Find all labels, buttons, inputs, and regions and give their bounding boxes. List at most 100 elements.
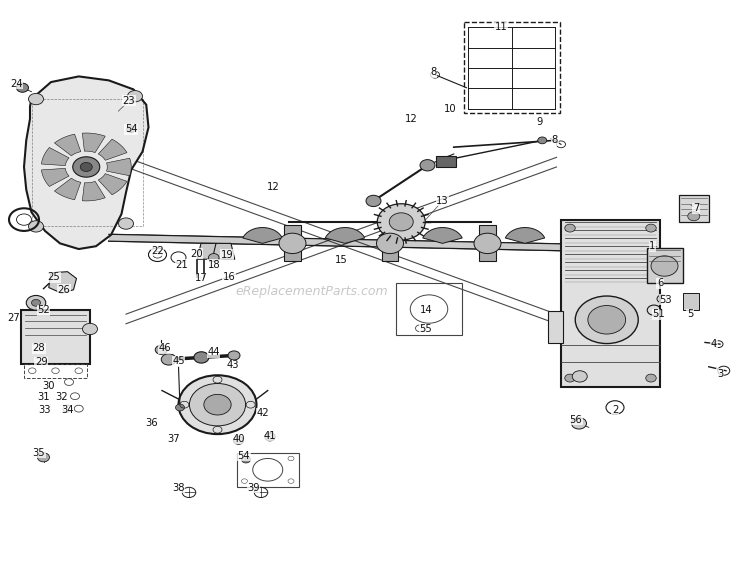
Circle shape xyxy=(28,93,44,105)
Circle shape xyxy=(204,395,231,415)
Polygon shape xyxy=(197,243,220,259)
Text: 2: 2 xyxy=(612,405,618,415)
Circle shape xyxy=(38,453,50,462)
Circle shape xyxy=(444,156,453,163)
Text: 54: 54 xyxy=(125,124,137,134)
Text: 12: 12 xyxy=(405,114,418,124)
Text: 51: 51 xyxy=(652,309,664,319)
Bar xyxy=(24,364,87,378)
Circle shape xyxy=(128,91,142,102)
Text: 10: 10 xyxy=(444,104,456,114)
Circle shape xyxy=(228,351,240,360)
Text: 25: 25 xyxy=(47,272,60,282)
Circle shape xyxy=(161,354,176,365)
Circle shape xyxy=(565,374,575,382)
Polygon shape xyxy=(55,134,81,156)
Circle shape xyxy=(32,299,40,306)
Text: 8: 8 xyxy=(430,67,436,78)
Text: 6: 6 xyxy=(657,278,663,288)
Circle shape xyxy=(73,157,100,177)
Polygon shape xyxy=(82,133,105,153)
Bar xyxy=(679,195,709,222)
Circle shape xyxy=(127,126,136,132)
Polygon shape xyxy=(82,181,105,201)
Text: 54: 54 xyxy=(238,451,250,461)
Text: 56: 56 xyxy=(570,415,582,425)
Text: 3: 3 xyxy=(717,368,723,379)
Circle shape xyxy=(538,137,547,144)
Text: 7: 7 xyxy=(693,203,699,213)
Text: 15: 15 xyxy=(334,255,347,265)
Circle shape xyxy=(242,456,250,463)
Circle shape xyxy=(118,218,134,229)
Text: 35: 35 xyxy=(33,448,45,458)
Bar xyxy=(646,248,682,283)
Polygon shape xyxy=(41,148,69,166)
Bar xyxy=(479,225,496,261)
Bar xyxy=(382,225,398,261)
Circle shape xyxy=(377,204,425,240)
Polygon shape xyxy=(423,228,462,243)
Circle shape xyxy=(28,221,44,232)
Polygon shape xyxy=(49,272,76,293)
Text: eReplacementParts.com: eReplacementParts.com xyxy=(235,285,388,298)
Circle shape xyxy=(26,295,46,310)
Polygon shape xyxy=(55,178,81,200)
Bar xyxy=(21,310,90,364)
Text: 5: 5 xyxy=(687,309,693,319)
Bar xyxy=(237,453,298,487)
Circle shape xyxy=(209,254,219,261)
Text: 38: 38 xyxy=(172,483,184,493)
Text: 41: 41 xyxy=(264,431,276,441)
Circle shape xyxy=(389,213,413,231)
Text: 44: 44 xyxy=(208,347,220,357)
Text: 52: 52 xyxy=(37,305,50,315)
Text: 21: 21 xyxy=(175,260,188,270)
Text: 11: 11 xyxy=(495,22,508,32)
Polygon shape xyxy=(41,168,69,186)
Polygon shape xyxy=(98,139,127,160)
Text: 20: 20 xyxy=(190,248,202,259)
Circle shape xyxy=(646,224,656,232)
Text: 33: 33 xyxy=(39,405,51,415)
Circle shape xyxy=(82,323,98,335)
Circle shape xyxy=(420,160,435,171)
Circle shape xyxy=(155,345,167,354)
Polygon shape xyxy=(24,76,148,249)
Circle shape xyxy=(588,306,626,334)
Text: 14: 14 xyxy=(420,305,432,315)
Text: 16: 16 xyxy=(222,272,236,282)
Text: 24: 24 xyxy=(10,79,22,89)
Circle shape xyxy=(688,212,700,221)
Text: 26: 26 xyxy=(58,285,70,295)
Circle shape xyxy=(575,296,638,344)
Circle shape xyxy=(194,351,208,363)
Text: 22: 22 xyxy=(151,246,164,256)
Circle shape xyxy=(646,374,656,382)
Text: 43: 43 xyxy=(226,360,238,370)
Text: 9: 9 xyxy=(537,117,543,127)
Circle shape xyxy=(233,436,244,444)
Bar xyxy=(548,311,562,342)
Circle shape xyxy=(178,375,256,434)
Circle shape xyxy=(572,418,586,429)
Circle shape xyxy=(376,233,404,254)
Text: 55: 55 xyxy=(419,324,432,335)
Text: 40: 40 xyxy=(232,434,244,444)
Circle shape xyxy=(279,233,306,254)
Polygon shape xyxy=(212,243,235,259)
Text: 23: 23 xyxy=(123,96,135,106)
Circle shape xyxy=(474,233,501,254)
Polygon shape xyxy=(326,228,364,243)
Bar xyxy=(561,220,660,387)
Text: 36: 36 xyxy=(146,418,158,428)
Circle shape xyxy=(651,256,678,276)
Text: 13: 13 xyxy=(436,196,448,206)
Text: 8: 8 xyxy=(552,135,558,145)
Circle shape xyxy=(565,224,575,232)
Text: 46: 46 xyxy=(159,343,171,353)
Text: 53: 53 xyxy=(660,295,672,305)
Circle shape xyxy=(16,83,28,92)
Polygon shape xyxy=(109,234,644,252)
Text: 30: 30 xyxy=(43,381,55,391)
